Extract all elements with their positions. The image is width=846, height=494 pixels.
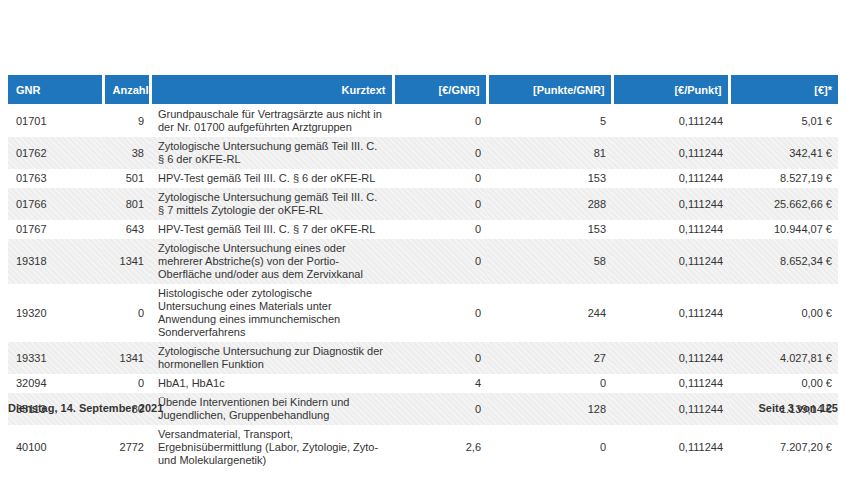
anzahl-cell: 501 — [103, 169, 150, 188]
punkte-per-gnr-cell: 27 — [487, 342, 612, 374]
eur-per-gnr-cell: 0 — [393, 239, 487, 284]
punkte-per-gnr-cell: 153 — [487, 169, 612, 188]
eur-per-gnr-cell: 0 — [393, 188, 487, 220]
eur-total-cell: 0,00 € — [729, 284, 838, 342]
eur-per-punkt-cell: 0,111244 — [612, 239, 729, 284]
column-header-eur-punkt: [€/Punkt] — [612, 75, 729, 105]
gnr-cell: 40100 — [8, 425, 103, 470]
punkte-per-gnr-cell: 81 — [487, 137, 612, 169]
kurztext-cell: HPV-Test gemäß Teil III. C. § 7 der oKFE… — [150, 220, 393, 239]
eur-per-punkt-cell: 0,111244 — [612, 284, 729, 342]
gnr-cell: 19320 — [8, 284, 103, 342]
gnr-cell: 01766 — [8, 188, 103, 220]
punkte-per-gnr-cell: 58 — [487, 239, 612, 284]
eur-per-punkt-cell: 0,111244 — [612, 137, 729, 169]
eur-total-cell: 0,00 € — [729, 374, 838, 393]
eur-per-gnr-cell: 0 — [393, 105, 487, 138]
anzahl-cell: 0 — [103, 284, 150, 342]
table-row: 01763501HPV-Test gemäß Teil III. C. § 6 … — [8, 169, 838, 188]
gnr-cell: 01767 — [8, 220, 103, 239]
eur-per-punkt-cell: 0,111244 — [612, 188, 729, 220]
punkte-per-gnr-cell: 288 — [487, 188, 612, 220]
table-row: 017019Grundpauschale für Vertragsärzte a… — [8, 105, 838, 138]
anzahl-cell: 38 — [103, 137, 150, 169]
column-header-gnr: GNR — [8, 75, 103, 105]
eur-per-punkt-cell: 0,111244 — [612, 105, 729, 138]
punkte-per-gnr-cell: 0 — [487, 425, 612, 470]
eur-total-cell: 7.207,20 € — [729, 425, 838, 470]
kurztext-cell: Zytologische Untersuchung eines oder meh… — [150, 239, 393, 284]
kurztext-cell: Histologische oder zytologische Untersuc… — [150, 284, 393, 342]
eur-total-cell: 8.652,34 € — [729, 239, 838, 284]
column-header-anzahl: Anzahl — [103, 75, 150, 105]
kurztext-cell: Zytologische Untersuchung gemäß Teil III… — [150, 188, 393, 220]
eur-total-cell: 25.662,66 € — [729, 188, 838, 220]
eur-per-punkt-cell: 0,111244 — [612, 220, 729, 239]
eur-per-gnr-cell: 2,6 — [393, 425, 487, 470]
column-header-eur-gnr: [€/GNR] — [393, 75, 487, 105]
eur-per-gnr-cell: 0 — [393, 284, 487, 342]
anzahl-cell: 2772 — [103, 425, 150, 470]
column-header-eur-total: [€]* — [729, 75, 838, 105]
gnr-cell: 32094 — [8, 374, 103, 393]
table-body: 017019Grundpauschale für Vertragsärzte a… — [8, 105, 838, 471]
anzahl-cell: 643 — [103, 220, 150, 239]
eur-per-punkt-cell: 0,111244 — [612, 169, 729, 188]
anzahl-cell: 801 — [103, 188, 150, 220]
gnr-cell: 19318 — [8, 239, 103, 284]
kurztext-cell: Zytologische Untersuchung gemäß Teil III… — [150, 137, 393, 169]
footer-page-number: Seite 3 von 125 — [759, 402, 839, 414]
eur-total-cell: 5,01 € — [729, 105, 838, 138]
eur-per-gnr-cell: 0 — [393, 342, 487, 374]
kurztext-cell: Grundpauschale für Vertragsärzte aus nic… — [150, 105, 393, 138]
report-page: GNR Anzahl Kurztext [€/GNR] [Punkte/GNR]… — [0, 0, 846, 494]
table-row: 0176238Zytologische Untersuchung gemäß T… — [8, 137, 838, 169]
table-row: 01767643HPV-Test gemäß Teil III. C. § 7 … — [8, 220, 838, 239]
eur-total-cell: 342,41 € — [729, 137, 838, 169]
eur-per-punkt-cell: 0,111244 — [612, 425, 729, 470]
eur-per-gnr-cell: 0 — [393, 137, 487, 169]
eur-per-gnr-cell: 0 — [393, 220, 487, 239]
footer-date: Dienstag, 14. September 2021 — [8, 402, 163, 414]
column-header-kurztext: Kurztext — [150, 75, 393, 105]
gnr-cell: 01762 — [8, 137, 103, 169]
anzahl-cell: 1341 — [103, 342, 150, 374]
eur-per-gnr-cell: 0 — [393, 169, 487, 188]
kurztext-cell: HbA1, HbA1c — [150, 374, 393, 393]
page-footer: Dienstag, 14. September 2021 Seite 3 von… — [8, 402, 838, 414]
table-row: 193181341Zytologische Untersuchung eines… — [8, 239, 838, 284]
gnr-cell: 01701 — [8, 105, 103, 138]
eur-total-cell: 4.027,81 € — [729, 342, 838, 374]
eur-per-gnr-cell: 4 — [393, 374, 487, 393]
kurztext-cell: HPV-Test gemäß Teil III. C. § 6 der oKFE… — [150, 169, 393, 188]
punkte-per-gnr-cell: 0 — [487, 374, 612, 393]
gnr-cell: 01763 — [8, 169, 103, 188]
eur-total-cell: 8.527,19 € — [729, 169, 838, 188]
punkte-per-gnr-cell: 153 — [487, 220, 612, 239]
table-header-row: GNR Anzahl Kurztext [€/GNR] [Punkte/GNR]… — [8, 75, 838, 105]
punkte-per-gnr-cell: 5 — [487, 105, 612, 138]
kurztext-cell: Versandmaterial, Transport, Ergebnisüber… — [150, 425, 393, 470]
eur-per-punkt-cell: 0,111244 — [612, 342, 729, 374]
eur-per-punkt-cell: 0,111244 — [612, 374, 729, 393]
table-row: 01766801Zytologische Untersuchung gemäß … — [8, 188, 838, 220]
table-row: 193311341Zytologische Untersuchung zur D… — [8, 342, 838, 374]
anzahl-cell: 9 — [103, 105, 150, 138]
table-row: 401002772Versandmaterial, Transport, Erg… — [8, 425, 838, 470]
column-header-punkte-gnr: [Punkte/GNR] — [487, 75, 612, 105]
table-row: 320940HbA1, HbA1c400,1112440,00 € — [8, 374, 838, 393]
gnr-cell: 19331 — [8, 342, 103, 374]
eur-total-cell: 10.944,07 € — [729, 220, 838, 239]
anzahl-cell: 1341 — [103, 239, 150, 284]
table-row: 193200Histologische oder zytologische Un… — [8, 284, 838, 342]
anzahl-cell: 0 — [103, 374, 150, 393]
punkte-per-gnr-cell: 244 — [487, 284, 612, 342]
kurztext-cell: Zytologische Untersuchung zur Diagnostik… — [150, 342, 393, 374]
